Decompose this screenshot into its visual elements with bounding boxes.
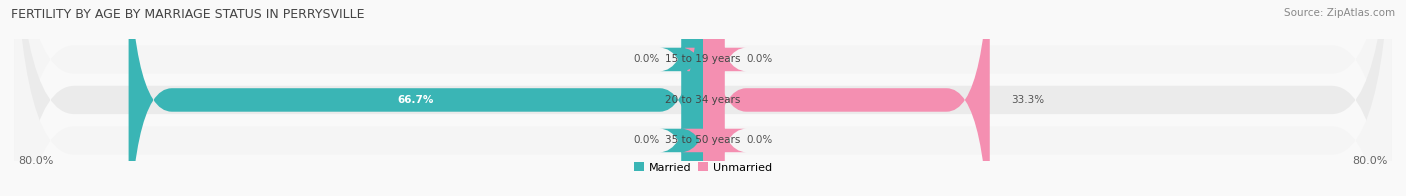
FancyBboxPatch shape [659,0,724,196]
FancyBboxPatch shape [14,0,1392,196]
Text: 0.0%: 0.0% [747,54,772,64]
Text: FERTILITY BY AGE BY MARRIAGE STATUS IN PERRYSVILLE: FERTILITY BY AGE BY MARRIAGE STATUS IN P… [11,8,364,21]
Text: 33.3%: 33.3% [1011,95,1045,105]
Text: 35 to 50 years: 35 to 50 years [665,135,741,145]
Text: 0.0%: 0.0% [747,135,772,145]
Text: 15 to 19 years: 15 to 19 years [665,54,741,64]
Text: 0.0%: 0.0% [634,54,659,64]
FancyBboxPatch shape [659,0,724,196]
FancyBboxPatch shape [128,0,703,196]
Text: 80.0%: 80.0% [18,156,53,166]
Text: 0.0%: 0.0% [634,135,659,145]
FancyBboxPatch shape [703,0,990,196]
FancyBboxPatch shape [14,0,1392,196]
FancyBboxPatch shape [682,0,747,196]
Legend: Married, Unmarried: Married, Unmarried [630,158,776,177]
FancyBboxPatch shape [682,0,747,196]
Text: 20 to 34 years: 20 to 34 years [665,95,741,105]
Text: 66.7%: 66.7% [398,95,434,105]
FancyBboxPatch shape [14,0,1392,196]
Text: 80.0%: 80.0% [1353,156,1388,166]
Text: Source: ZipAtlas.com: Source: ZipAtlas.com [1284,8,1395,18]
